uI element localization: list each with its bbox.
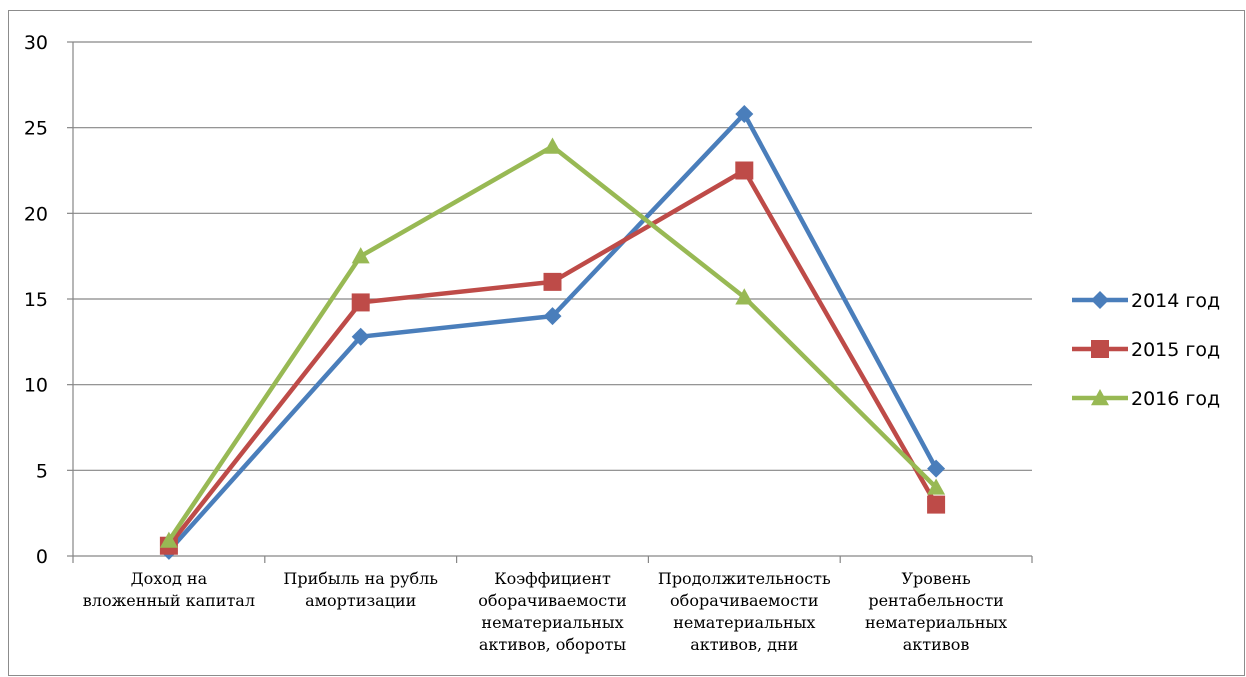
y-tick-label: 10 bbox=[24, 375, 48, 397]
data-point-diamond bbox=[927, 459, 946, 478]
x-category-label-line: амортизации bbox=[305, 591, 416, 610]
data-point-triangle bbox=[159, 531, 178, 548]
x-category-label-line: оборачиваемости bbox=[478, 591, 627, 610]
data-point-square bbox=[735, 161, 754, 180]
series-line bbox=[167, 144, 938, 542]
y-axis-ticks: 0 5 10 15 20 25 30 bbox=[24, 32, 48, 568]
x-category-label-line: активов, обороты bbox=[479, 635, 627, 654]
x-category-label-line: активов bbox=[903, 635, 970, 654]
legend-item: 2016 год bbox=[1072, 388, 1220, 410]
x-category-label-line: Коэффициент bbox=[494, 569, 611, 588]
axes bbox=[67, 41, 1033, 563]
x-category-label-line: Прибыль на рубль bbox=[283, 569, 438, 588]
x-category-label-line: рентабельности bbox=[868, 591, 1004, 610]
y-tick-label: 5 bbox=[36, 460, 48, 482]
x-category-label: Прибыль на рубль амортизации bbox=[283, 569, 438, 610]
data-point-square bbox=[351, 293, 370, 312]
data-point-triangle bbox=[735, 288, 754, 305]
series-2016-год bbox=[159, 137, 946, 548]
data-point-triangle bbox=[351, 247, 370, 264]
x-category-label-line: Уровень bbox=[901, 569, 971, 588]
x-category-label-line: нематериальных bbox=[865, 613, 1007, 632]
x-axis-categories: Доход на вложенный капитал Прибыль на рубл… bbox=[83, 569, 1007, 654]
data-point-diamond bbox=[543, 307, 562, 326]
x-category-label-line: оборачиваемости bbox=[670, 591, 819, 610]
data-point-square bbox=[927, 495, 946, 514]
x-category-label: Уровень рентабельности нематериальных актив… bbox=[865, 569, 1007, 654]
y-tick-label: 30 bbox=[24, 32, 48, 54]
legend-label: 2015 год bbox=[1131, 339, 1220, 361]
data-point-triangle bbox=[927, 478, 946, 495]
data-point-square bbox=[543, 272, 562, 291]
y-tick-label: 15 bbox=[24, 289, 48, 311]
series-line bbox=[167, 111, 939, 553]
y-tick-label: 25 bbox=[24, 118, 48, 140]
series-line bbox=[167, 168, 939, 548]
x-category-label-line: Продолжительность bbox=[658, 569, 831, 588]
data-point-square bbox=[1091, 340, 1109, 358]
series-2014-год bbox=[159, 104, 946, 560]
x-category-label-line: нематериальных bbox=[481, 613, 623, 632]
x-category-label-line: активов, дни bbox=[690, 635, 798, 654]
chart-border bbox=[8, 10, 1245, 676]
data-point-diamond bbox=[735, 104, 754, 123]
legend: 2014 год 2015 год 2016 год bbox=[1072, 290, 1220, 410]
x-category-label: Доход на вложенный капитал bbox=[83, 569, 255, 610]
y-tick-label: 0 bbox=[36, 546, 48, 568]
legend-label: 2016 год bbox=[1131, 388, 1220, 410]
x-category-label: Коэффициент оборачиваемости нематериальных… bbox=[478, 569, 627, 654]
data-point-triangle bbox=[543, 137, 562, 154]
data-point-diamond bbox=[1091, 291, 1109, 309]
data-point-diamond bbox=[351, 327, 370, 346]
x-category-label-line: нематериальных bbox=[673, 613, 815, 632]
legend-item: 2014 год bbox=[1072, 290, 1220, 312]
series-lines bbox=[159, 104, 946, 560]
x-category-label: Продолжительность оборачиваемости нематери… bbox=[658, 569, 831, 654]
data-point-triangle bbox=[1091, 389, 1109, 406]
gridlines bbox=[73, 41, 1032, 471]
x-category-label-line: Доход на bbox=[131, 569, 208, 588]
x-category-label-line: вложенный капитал bbox=[83, 591, 255, 610]
y-tick-label: 20 bbox=[24, 203, 48, 225]
legend-label: 2014 год bbox=[1131, 290, 1220, 312]
legend-item: 2015 год bbox=[1072, 339, 1220, 361]
series-2015-год bbox=[159, 161, 946, 555]
